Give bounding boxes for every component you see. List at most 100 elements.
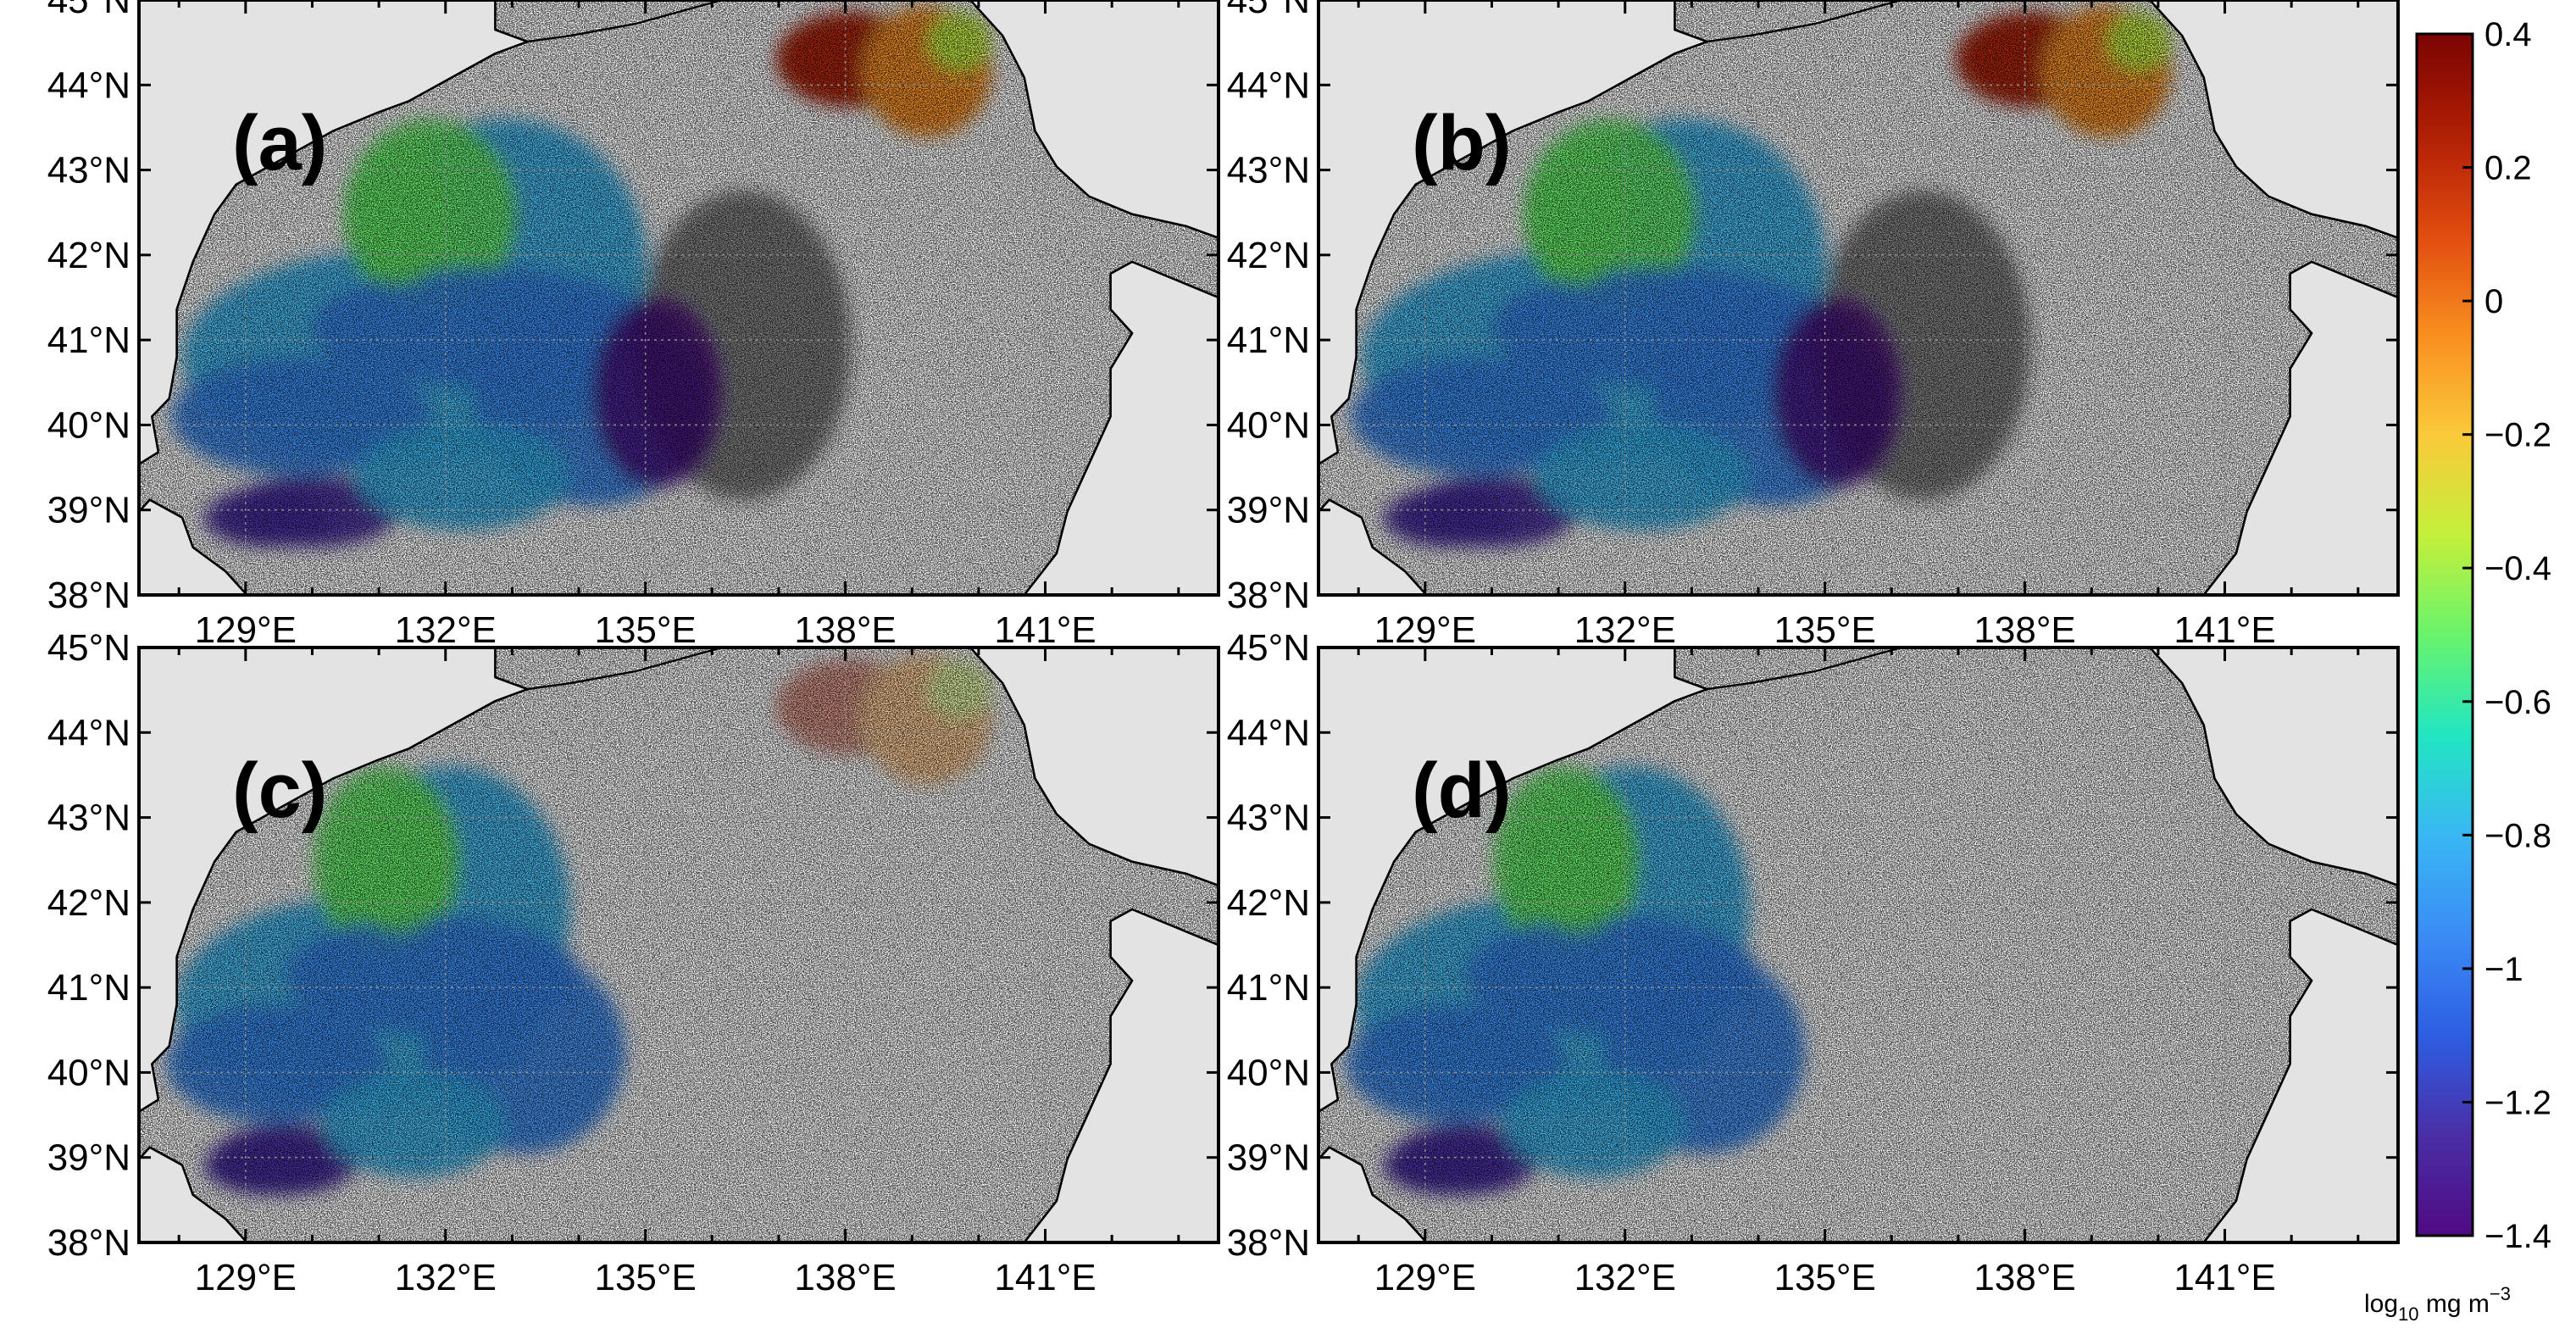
map-panel: 45°N 44°N 43°N 42°N 41°N 40°N 39°N 38°N 129°E 132… bbox=[47, 0, 1220, 651]
coastline bbox=[1707, 648, 1902, 691]
coastline bbox=[527, 648, 723, 691]
lat-tick-label: 41°N bbox=[47, 967, 130, 1009]
panel-frame bbox=[137, 646, 1220, 1244]
lat-tick-label: 42°N bbox=[47, 235, 130, 276]
lon-tick-label: 132°E bbox=[1574, 1257, 1676, 1298]
panel-frame bbox=[137, 0, 1220, 597]
lon-tick-label: 129°E bbox=[195, 609, 297, 651]
lon-tick-label: 135°E bbox=[1774, 1257, 1875, 1298]
lat-tick-label: 38°N bbox=[1227, 575, 1310, 616]
land-mass bbox=[2148, 648, 2398, 887]
gridlines bbox=[139, 648, 1219, 1242]
lat-tick-label: 42°N bbox=[1227, 235, 1310, 276]
lon-tick-label: 138°E bbox=[1974, 609, 2075, 651]
lat-tick-label: 45°N bbox=[1227, 627, 1310, 669]
panel-label: (b) bbox=[1412, 100, 1511, 186]
colorbar: 0.4 0.2 0 −0.2 −0.4 −0.6 −0.8 −1 −1.2 −1.4 log10 m… bbox=[2364, 16, 2551, 1325]
gridlines bbox=[1319, 648, 2398, 1242]
colorbar-scale bbox=[2415, 32, 2474, 1237]
land-mass bbox=[1319, 1146, 1428, 1242]
lon-tick-label: 141°E bbox=[2174, 1257, 2275, 1298]
land-mass bbox=[1319, 648, 1708, 1113]
lon-tick-label: 141°E bbox=[2174, 609, 2275, 651]
lat-tick-label: 40°N bbox=[1227, 404, 1310, 446]
lon-tick-label: 132°E bbox=[395, 609, 497, 651]
lon-tick-label: 129°E bbox=[1374, 1257, 1476, 1298]
lat-tick-label: 45°N bbox=[1227, 0, 1310, 21]
lat-tick-label: 44°N bbox=[1227, 712, 1310, 753]
land-mass bbox=[969, 648, 1219, 887]
lat-tick-label: 43°N bbox=[47, 150, 130, 192]
lat-tick-label: 43°N bbox=[1227, 150, 1310, 192]
land-mass bbox=[1023, 908, 1219, 1242]
lat-tick-label: 39°N bbox=[47, 490, 130, 531]
lat-tick-label: 39°N bbox=[47, 1137, 130, 1179]
colorbar-tick-label: 0 bbox=[2484, 283, 2503, 320]
lon-tick-label: 132°E bbox=[395, 1257, 497, 1298]
map-panel: 45°N 44°N 43°N 42°N 41°N 40°N 39°N 38°N 129°E 132… bbox=[47, 627, 1220, 1298]
map-area bbox=[1319, 648, 2398, 1242]
lon-tick-label: 138°E bbox=[794, 609, 896, 651]
colorbar-tick-label: −1.2 bbox=[2484, 1084, 2551, 1121]
lon-tick-label: 129°E bbox=[195, 1257, 297, 1298]
unit-base: log bbox=[2364, 1290, 2398, 1318]
lon-tick-label: 138°E bbox=[1974, 1257, 2075, 1298]
colorbar-unit-label: log10 mg m−3 bbox=[2364, 1283, 2511, 1325]
colorbar-tick-label: −0.4 bbox=[2484, 550, 2551, 587]
lat-tick-label: 38°N bbox=[47, 1222, 130, 1264]
unit-text: mg m bbox=[2419, 1290, 2490, 1318]
land-mass bbox=[139, 648, 529, 1113]
unit-subscript: 10 bbox=[2398, 1303, 2418, 1325]
lat-tick-label: 42°N bbox=[1227, 882, 1310, 924]
lon-tick-label: 135°E bbox=[1774, 609, 1875, 651]
land-mass bbox=[139, 0, 529, 465]
lat-tick-label: 40°N bbox=[1227, 1052, 1310, 1093]
unit-superscript: −3 bbox=[2490, 1283, 2511, 1304]
lat-tick-label: 42°N bbox=[47, 882, 130, 924]
land-mass bbox=[2202, 260, 2398, 595]
land-mass bbox=[1319, 0, 1708, 465]
map-area bbox=[139, 648, 1219, 1242]
lon-tick-label: 138°E bbox=[794, 1257, 896, 1298]
colorbar-tick-label: 0.4 bbox=[2484, 16, 2532, 53]
lat-tick-label: 43°N bbox=[1227, 798, 1310, 839]
map-area bbox=[139, 0, 1219, 595]
lat-tick-label: 44°N bbox=[1227, 64, 1310, 106]
lat-tick-label: 44°N bbox=[47, 64, 130, 106]
lat-tick-label: 41°N bbox=[1227, 320, 1310, 361]
gridlines bbox=[139, 0, 1219, 595]
lat-tick-label: 45°N bbox=[47, 627, 130, 669]
lon-tick-label: 141°E bbox=[994, 609, 1096, 651]
colorbar-tick-label: 0.2 bbox=[2484, 150, 2532, 187]
lat-tick-label: 43°N bbox=[47, 798, 130, 839]
coastline bbox=[1707, 0, 1902, 43]
lat-tick-label: 39°N bbox=[1227, 1137, 1310, 1179]
coastline bbox=[527, 0, 723, 43]
colorbar-tick-label: −1 bbox=[2484, 951, 2523, 988]
panel-frame bbox=[1317, 0, 2400, 597]
colorbar-tick-label: −0.2 bbox=[2484, 417, 2551, 454]
lat-tick-label: 44°N bbox=[47, 712, 130, 753]
lat-tick-label: 41°N bbox=[1227, 967, 1310, 1009]
panel-label: (c) bbox=[232, 748, 327, 834]
land-mass bbox=[2202, 908, 2398, 1242]
colorbar-tick-label: −0.8 bbox=[2484, 817, 2551, 854]
panel-label: (d) bbox=[1412, 748, 1511, 834]
lat-tick-label: 38°N bbox=[47, 575, 130, 616]
lat-tick-label: 39°N bbox=[1227, 490, 1310, 531]
lat-tick-label: 40°N bbox=[47, 1052, 130, 1093]
lat-tick-label: 45°N bbox=[47, 0, 130, 21]
land-mass bbox=[1023, 260, 1219, 595]
land-mass bbox=[2148, 0, 2398, 240]
land-mass bbox=[139, 1146, 248, 1242]
lat-tick-label: 40°N bbox=[47, 404, 130, 446]
lon-tick-label: 129°E bbox=[1374, 609, 1476, 651]
lat-tick-label: 38°N bbox=[1227, 1222, 1310, 1264]
lon-tick-label: 132°E bbox=[1574, 609, 1676, 651]
gridlines bbox=[1319, 0, 2398, 595]
map-panel: 45°N 44°N 43°N 42°N 41°N 40°N 39°N 38°N 129°E 132… bbox=[1227, 627, 2400, 1298]
map-panel: 45°N 44°N 43°N 42°N 41°N 40°N 39°N 38°N 129°E 132… bbox=[1227, 0, 2400, 651]
lon-tick-label: 135°E bbox=[594, 1257, 696, 1298]
land-mass bbox=[1319, 498, 1428, 595]
